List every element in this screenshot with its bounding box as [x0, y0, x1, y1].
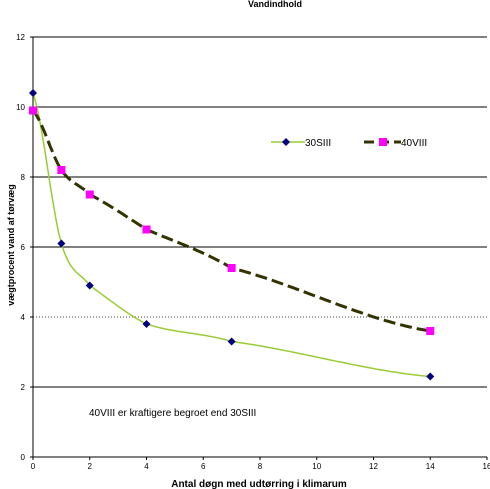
x-axis-label: Antal døgn med udtørring i klimarum — [171, 479, 347, 489]
gridlines — [33, 36, 487, 388]
data-point-40VIII — [57, 166, 66, 174]
data-point-30SIII — [227, 337, 236, 346]
y-tick-label: 8 — [21, 173, 26, 182]
legend: 30SIII 40VIII — [271, 138, 427, 149]
data-point-40VIII — [227, 264, 236, 272]
x-tick-label: 16 — [483, 462, 490, 471]
data-point-40VIII — [426, 327, 435, 335]
legend-label-40VIII: 40VIII — [401, 138, 427, 149]
data-point-30SIII — [29, 89, 37, 97]
legend-marker-30SIII — [282, 138, 290, 146]
data-point-40VIII — [85, 190, 94, 199]
data-point-40VIII — [142, 225, 151, 234]
y-axis-label: vægtprocent vand af tørvæg — [6, 184, 16, 306]
data-point-30SIII — [426, 372, 435, 381]
y-tick-label: 10 — [16, 103, 25, 112]
annotation: 40VIII er kraftigere begroet end 30SIII — [89, 408, 256, 419]
y-tick-label: 12 — [16, 33, 25, 42]
y-tick-label: 0 — [21, 453, 26, 462]
data-point-30SIII — [85, 281, 94, 290]
tick-labels: 0 2 4 6 8 10 12 0 2 4 6 8 10 12 14 16 — [16, 33, 490, 471]
y-tick-label: 2 — [21, 383, 26, 392]
x-tick-label: 0 — [31, 462, 36, 471]
x-tick-label: 10 — [312, 462, 321, 471]
y-tick-label: 6 — [21, 243, 26, 252]
legend-label-30SIII: 30SIII — [305, 138, 331, 149]
data-point-30SIII — [57, 239, 66, 248]
chart-title: Vandindhold — [248, 0, 302, 9]
x-tick-label: 6 — [201, 462, 206, 471]
markers — [29, 89, 435, 381]
data-point-30SIII — [142, 320, 151, 328]
y-tick-label: 4 — [21, 313, 26, 322]
data-point-40VIII — [29, 106, 37, 115]
x-tick-label: 4 — [144, 462, 149, 471]
x-tick-label: 2 — [88, 462, 93, 471]
x-tick-label: 8 — [258, 462, 263, 471]
legend-marker-40VIII — [379, 138, 387, 146]
x-tick-label: 14 — [426, 462, 435, 471]
x-tick-label: 12 — [369, 462, 378, 471]
